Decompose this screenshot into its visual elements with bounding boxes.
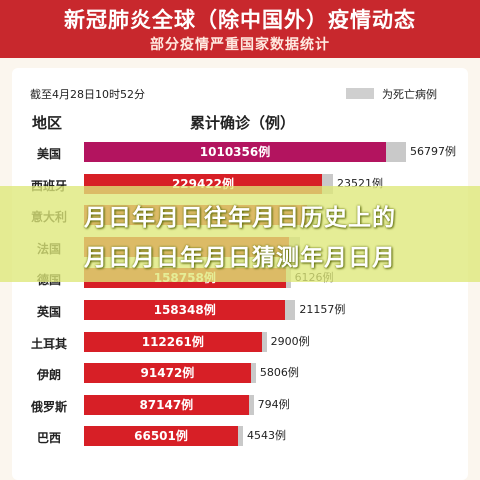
row-label: 俄罗斯 bbox=[30, 400, 67, 414]
overlay-banner bbox=[0, 186, 480, 282]
death-value: 56797例 bbox=[410, 145, 456, 158]
legend-deaths-label: 为死亡病例 bbox=[382, 88, 437, 101]
row-label: 巴西 bbox=[36, 431, 61, 445]
overlay-text-line-2: 月日月日年月日猜测年月日月 bbox=[84, 245, 396, 271]
death-value: 794例 bbox=[257, 398, 290, 411]
death-bar bbox=[250, 363, 256, 383]
confirmed-value: 87147例 bbox=[139, 398, 194, 412]
cutoff-time: 截至4月28日10时52分 bbox=[30, 88, 145, 101]
confirmed-bar bbox=[84, 332, 262, 352]
confirmed-value: 66501例 bbox=[134, 429, 188, 443]
row-label: 美国 bbox=[36, 147, 61, 161]
header-banner bbox=[0, 0, 480, 58]
confirmed-value: 1010356例 bbox=[199, 145, 271, 159]
page-subtitle: 部分疫情严重国家数据统计 bbox=[150, 37, 330, 53]
legend-deaths-swatch bbox=[346, 88, 374, 99]
confirmed-value: 158348例 bbox=[153, 303, 216, 317]
row-label: 土耳其 bbox=[30, 337, 67, 351]
confirmed-bar bbox=[84, 300, 286, 320]
row-label: 英国 bbox=[36, 305, 61, 319]
death-value: 4543例 bbox=[247, 429, 286, 442]
confirmed-bar bbox=[84, 395, 249, 415]
confirmed-bar bbox=[84, 363, 251, 383]
death-value: 5806例 bbox=[259, 366, 299, 379]
death-bar bbox=[248, 395, 254, 415]
death-bar bbox=[261, 332, 267, 352]
column-header-region: 地区 bbox=[32, 114, 63, 132]
column-header-confirmed: 累计确诊（例） bbox=[190, 114, 296, 132]
row-label: 伊朗 bbox=[36, 368, 61, 382]
page-title: 新冠肺炎全球（除中国外）疫情动态 bbox=[64, 8, 416, 32]
confirmed-value: 91472例 bbox=[140, 366, 195, 380]
confirmed-bar bbox=[84, 142, 386, 162]
confirmed-bar bbox=[84, 426, 238, 446]
confirmed-value: 112261例 bbox=[141, 335, 204, 349]
death-bar bbox=[322, 174, 333, 194]
death-value: 21157例 bbox=[299, 303, 346, 316]
death-bar bbox=[285, 300, 296, 320]
death-bar bbox=[386, 142, 406, 162]
death-value: 2900例 bbox=[270, 335, 310, 348]
overlay-text-line-1: 月日年月日往年月日历史上的 bbox=[84, 205, 396, 231]
death-bar bbox=[238, 426, 243, 446]
